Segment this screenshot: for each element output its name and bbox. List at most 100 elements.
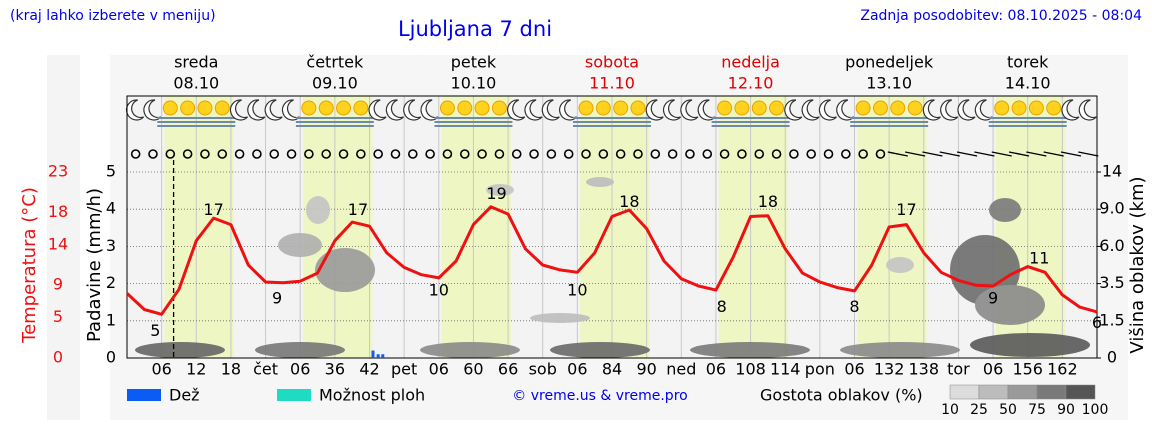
y-tick-label: 0 (53, 348, 63, 367)
x-tick-label: 18 (221, 360, 241, 379)
extreme-label: 9 (988, 289, 998, 308)
wind-icon (904, 151, 926, 157)
cloud-blob (530, 313, 590, 323)
cloud-blob (989, 198, 1021, 222)
sun-icon (1028, 100, 1044, 116)
sun-icon (474, 100, 490, 116)
updated: Zadnja posodobitev: 08.10.2025 - 08:04 (860, 8, 1142, 24)
wind-icon (974, 151, 995, 157)
sun-icon (180, 100, 196, 116)
wind-icon (390, 149, 401, 159)
wind-icon (633, 149, 643, 159)
y-tick-label: 4 (106, 199, 116, 218)
x-tick-label: 114 (770, 360, 801, 379)
x-tick-label: 90 (636, 360, 656, 379)
wind-icon (130, 149, 141, 159)
wind-icon (667, 149, 678, 159)
daylight-band (303, 96, 373, 358)
wind-icon (1008, 151, 1030, 157)
x-tick-label: pon (805, 360, 835, 379)
sun-icon (595, 100, 611, 116)
y2-tick-label: 1.5 (1099, 310, 1124, 329)
moon-icon (229, 99, 249, 121)
wind-icon (806, 149, 816, 159)
extreme-label: 17 (896, 200, 916, 219)
sun-icon (162, 100, 178, 116)
density-label: 90 (1057, 402, 1075, 418)
wind-icon (1043, 151, 1064, 157)
wind-icon (737, 149, 747, 159)
y-tick-label: 2 (106, 273, 116, 292)
day-name: sobota (585, 53, 639, 72)
density-label: 10 (941, 402, 959, 418)
day-date: 13.10 (866, 74, 912, 93)
precip-bar (376, 354, 380, 358)
wind-icon (939, 151, 960, 157)
wind-icon (991, 151, 1012, 157)
wind-icon (165, 149, 176, 159)
density-swatch (1036, 384, 1067, 400)
moon-icon (1061, 99, 1080, 121)
y-tick-label: 5 (53, 307, 63, 326)
x-tick-label: ned (666, 360, 696, 379)
y-tick-label: 18 (48, 202, 68, 221)
moon-icon (818, 99, 837, 121)
wind-icon (148, 149, 158, 159)
x-tick-label: 36 (325, 360, 345, 379)
moon-icon (801, 99, 820, 121)
moon-icon (368, 99, 387, 121)
moon-icon (524, 99, 543, 121)
y-tick-label: 1 (106, 310, 116, 329)
y-tick-label: 9 (53, 275, 63, 294)
extreme-label: 8 (849, 297, 859, 316)
sun-icon (613, 100, 629, 116)
x-tick-label: sob (529, 360, 557, 379)
y-tick-label: 0 (106, 348, 116, 367)
wind-icon (598, 149, 609, 159)
chart-title: Ljubljana 7 dni (398, 17, 552, 41)
sun-icon (890, 100, 906, 116)
legend-title: Gostota oblakov (%) (760, 386, 923, 405)
x-tick-label: čet (253, 360, 278, 379)
x-tick-label: tor (947, 360, 970, 379)
wind-icon (956, 151, 978, 157)
extreme-label: 17 (348, 200, 368, 219)
extreme-label: 18 (758, 192, 778, 211)
sun-icon (457, 100, 473, 116)
day-date: 08.10 (173, 74, 219, 93)
cloud-blob (586, 177, 614, 187)
density-label: 100 (1082, 402, 1109, 418)
x-tick-label: 06 (290, 360, 310, 379)
moon-icon (940, 99, 959, 121)
wind-icon (702, 149, 713, 159)
moon-icon (126, 99, 145, 121)
y-tick-label: 5 (106, 162, 116, 181)
density-swatch (1065, 384, 1096, 400)
x-tick-label: 42 (359, 360, 379, 379)
moon-icon (264, 99, 283, 121)
wind-icon (719, 149, 730, 159)
precip-bar (371, 350, 375, 358)
x-tick-label: 156 (1012, 360, 1043, 379)
wind-icon (373, 149, 383, 159)
cloud-blob (486, 184, 514, 196)
wind-icon (304, 149, 314, 159)
extreme-label: 11 (1029, 249, 1049, 268)
x-tick-label: 162 (1047, 360, 1078, 379)
wind-icon (529, 149, 539, 159)
sun-icon (197, 100, 213, 116)
wind-icon (546, 149, 557, 159)
day-date: 10.10 (451, 74, 497, 93)
legend-swatch (277, 389, 311, 401)
legend-label: Dež (169, 386, 200, 405)
day-name: nedelja (721, 53, 780, 72)
y2-tick-label: 6.0 (1099, 236, 1124, 255)
note: (kraj lahko izberete v meniju) (10, 8, 216, 24)
wind-icon (321, 149, 331, 159)
wind-icon (477, 149, 487, 159)
extreme-label: 6 (1092, 313, 1102, 332)
sun-icon (872, 100, 888, 116)
sun-icon (439, 100, 455, 116)
cloud-blob (886, 257, 914, 273)
x-tick-label: 66 (498, 360, 518, 379)
